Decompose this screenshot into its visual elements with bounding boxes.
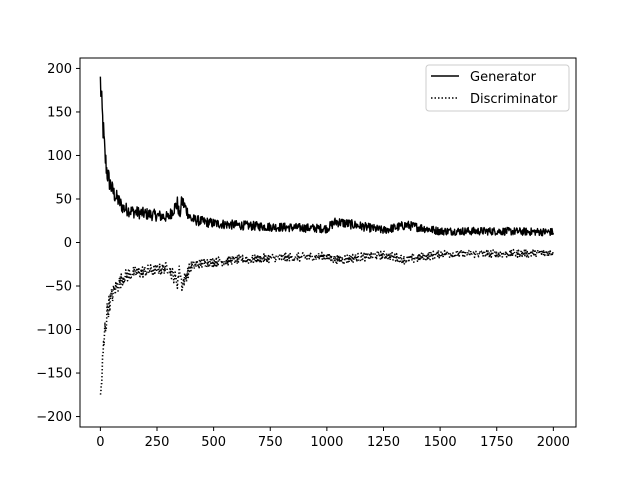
y-tick-label: −100 [36, 323, 72, 338]
x-tick-label: 1000 [310, 435, 343, 450]
y-tick-label: 50 [55, 192, 72, 207]
y-tick-label: 100 [47, 149, 72, 164]
y-tick-label: −200 [36, 410, 72, 425]
x-tick-label: 500 [201, 435, 226, 450]
series-line-discriminator [99, 248, 555, 395]
legend: Generator Discriminator [425, 64, 570, 112]
series-generator [99, 76, 555, 237]
plot-area [99, 76, 555, 395]
y-tick-label: −150 [36, 367, 72, 382]
y-tick-label: −50 [45, 280, 72, 295]
x-tick-label: 1250 [367, 435, 400, 450]
series-discriminator [99, 248, 555, 395]
y-tick-label: 150 [47, 105, 72, 120]
legend-discriminator-label: Discriminator [470, 92, 558, 107]
y-tick-label: 0 [64, 236, 72, 251]
x-tick-label: 0 [96, 435, 104, 450]
legend-box [425, 64, 570, 112]
x-tick-label: 2000 [537, 435, 570, 450]
y-tick-label: 200 [47, 62, 72, 77]
x-tick-label: 1500 [424, 435, 457, 450]
x-tick-label: 1750 [480, 435, 513, 450]
legend-generator-label: Generator [470, 70, 537, 85]
series-line-generator [99, 76, 555, 237]
axes: 0 250 500 750 1000 1250 1500 1750 20002001501005… [36, 57, 577, 450]
x-tick-label: 250 [145, 435, 170, 450]
x-tick-label: 750 [258, 435, 283, 450]
